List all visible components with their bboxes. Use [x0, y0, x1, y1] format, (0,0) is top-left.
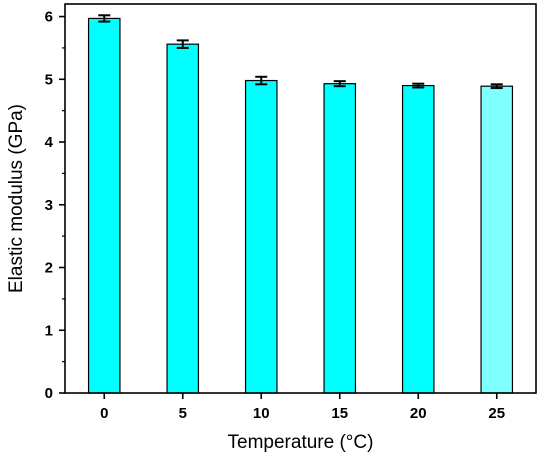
- bar-15: [323, 83, 357, 394]
- bar-25: [480, 85, 514, 394]
- error-bar-15: [333, 80, 346, 88]
- plot-frame: [64, 3, 537, 394]
- error-bar-10: [255, 75, 268, 86]
- y-tick-label: 1: [45, 322, 53, 339]
- x-axis-ticks: 0 5 10 15 20 25: [100, 393, 505, 422]
- bars-group: [87, 17, 514, 394]
- y-axis-ticks: 0 1 2 3 4 5 6: [45, 9, 65, 402]
- y-tick-label: 5: [45, 71, 53, 88]
- y-tick-label: 3: [45, 197, 53, 214]
- error-bars-group: [98, 14, 503, 90]
- x-tick-label: 0: [100, 405, 108, 422]
- y-axis-label: Elastic modulus (GPa): [6, 104, 27, 293]
- bar-0: [87, 17, 121, 394]
- y-tick-label: 6: [45, 9, 53, 26]
- x-tick-label: 5: [179, 405, 187, 422]
- error-bar-25: [490, 83, 503, 90]
- y-tick-label: 0: [45, 385, 53, 402]
- x-tick-label: 20: [410, 405, 427, 422]
- error-bar-5: [176, 39, 189, 49]
- x-axis-label: Temperature (°C): [228, 432, 374, 453]
- error-bar-0: [98, 14, 111, 23]
- x-tick-label: 15: [331, 405, 348, 422]
- bar-10: [244, 79, 278, 394]
- bar-5: [166, 43, 200, 394]
- bar-20: [401, 84, 435, 394]
- y-tick-label: 4: [45, 134, 54, 151]
- y-tick-label: 2: [45, 260, 53, 277]
- error-bar-20: [412, 82, 425, 89]
- x-tick-label: 25: [488, 405, 505, 422]
- x-tick-label: 10: [253, 405, 270, 422]
